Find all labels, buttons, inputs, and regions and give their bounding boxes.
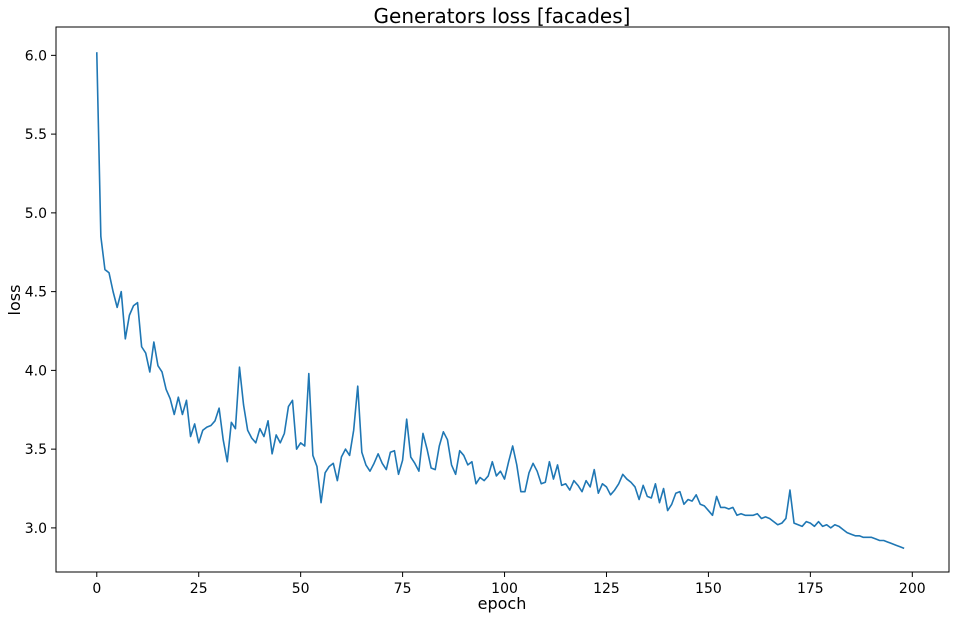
plot-area	[95, 52, 905, 550]
y-axis-label: loss	[5, 285, 24, 316]
x-tick-label: 150	[695, 581, 722, 597]
x-axis: 0 25 50 75 100 125 150 175 200	[92, 572, 926, 597]
y-tick-label: 4.0	[25, 363, 47, 379]
y-tick-label: 3.0	[25, 521, 47, 537]
plot-frame	[55, 26, 950, 573]
x-tick-label: 25	[190, 581, 208, 597]
x-tick-label: 0	[92, 581, 101, 597]
x-tick-label: 75	[394, 581, 412, 597]
x-tick-label: 50	[292, 581, 310, 597]
x-tick-label: 125	[593, 581, 620, 597]
y-tick-label: 6.0	[25, 48, 47, 64]
series-line-0	[95, 52, 905, 550]
chart-title: Generators loss [facades]	[374, 4, 631, 28]
x-tick-label: 175	[797, 581, 824, 597]
y-tick-label: 4.5	[25, 285, 47, 301]
y-tick-label: 5.5	[25, 127, 47, 143]
x-tick-label: 100	[491, 581, 518, 597]
y-tick-label: 5.0	[25, 206, 47, 222]
y-axis: 3.0 3.5 4.0 4.5 5.0 5.5 6.0	[25, 48, 56, 537]
x-axis-label: epoch	[478, 594, 527, 613]
y-tick-label: 3.5	[25, 442, 47, 458]
x-tick-label: 200	[899, 581, 926, 597]
